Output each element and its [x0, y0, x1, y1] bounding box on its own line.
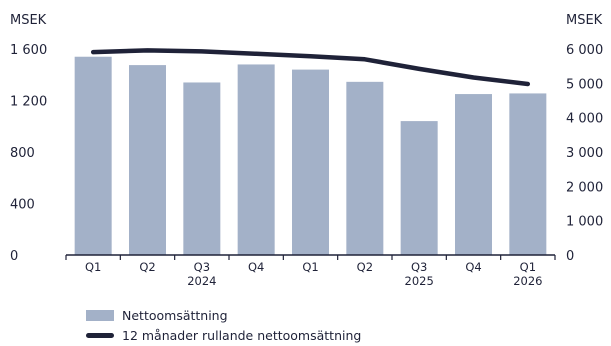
x-tick-label: Q1	[302, 260, 318, 274]
legend-swatch-line	[86, 332, 114, 338]
y-axis-left-label: MSEK	[10, 13, 47, 28]
bar	[292, 69, 329, 255]
year-label: 2025	[405, 274, 434, 288]
legend-item-bars: Nettoomsättning	[86, 306, 361, 324]
x-tick-label: Q1	[85, 260, 101, 274]
x-tick-label: Q3	[411, 260, 427, 274]
bar	[237, 64, 275, 255]
y-right-tick-label: 4 000	[566, 112, 603, 127]
line-series	[90, 48, 531, 87]
y-right-tick-label: 2 000	[566, 180, 603, 195]
bar	[129, 65, 166, 255]
bar	[346, 81, 384, 255]
year-label: 2024	[187, 274, 216, 288]
x-tick-label: Q4	[248, 260, 264, 274]
bar	[509, 93, 547, 255]
legend-swatch-bars	[86, 309, 114, 321]
y-right-tick-label: 1 000	[566, 215, 603, 230]
year-label: 2026	[513, 274, 542, 288]
y-right-tick-label: 6 000	[566, 43, 603, 58]
legend: Nettoomsättning 12 månader rullande nett…	[86, 306, 361, 346]
x-axis-ticks: Q1 Q2 Q3 Q4 Q1 Q2 Q3 Q4 Q1 2024 2025 2026	[65, 255, 556, 288]
bar	[455, 94, 492, 255]
bar-series	[74, 56, 547, 255]
y-left-tick-label: 0	[10, 249, 18, 264]
y-right-tick-label: 3 000	[566, 146, 603, 161]
y-left-tick-label: 1 200	[10, 95, 47, 110]
y-axis-right-ticks: 0 1 000 2 000 3 000 4 000 5 000 6 000	[566, 43, 603, 264]
y-left-tick-label: 800	[10, 146, 35, 161]
x-tick-label: Q1	[520, 260, 536, 274]
y-left-tick-label: 1 600	[10, 43, 47, 58]
y-axis-right-label: MSEK	[566, 13, 603, 28]
bar	[183, 82, 221, 255]
legend-label-line: 12 månader rullande nettoomsättning	[122, 327, 362, 343]
x-tick-label: Q2	[357, 260, 373, 274]
legend-label-bars: Nettoomsättning	[122, 307, 228, 323]
rolling-line	[90, 48, 531, 87]
y-left-tick-label: 400	[10, 198, 35, 213]
x-tick-label: Q4	[465, 260, 481, 274]
chart: MSEK MSEK 0 400 800 1 200 1 600 0 1 000 2 000 3…	[10, 13, 603, 288]
x-tick-label: Q2	[139, 260, 155, 274]
bar	[74, 56, 112, 255]
y-axis-left-ticks: 0 400 800 1 200 1 600	[10, 43, 47, 264]
x-tick-label: Q3	[194, 260, 210, 274]
y-right-tick-label: 5 000	[566, 77, 603, 92]
y-right-tick-label: 0	[566, 249, 574, 264]
bar	[400, 121, 438, 255]
legend-item-line: 12 månader rullande nettoomsättning	[86, 326, 361, 344]
